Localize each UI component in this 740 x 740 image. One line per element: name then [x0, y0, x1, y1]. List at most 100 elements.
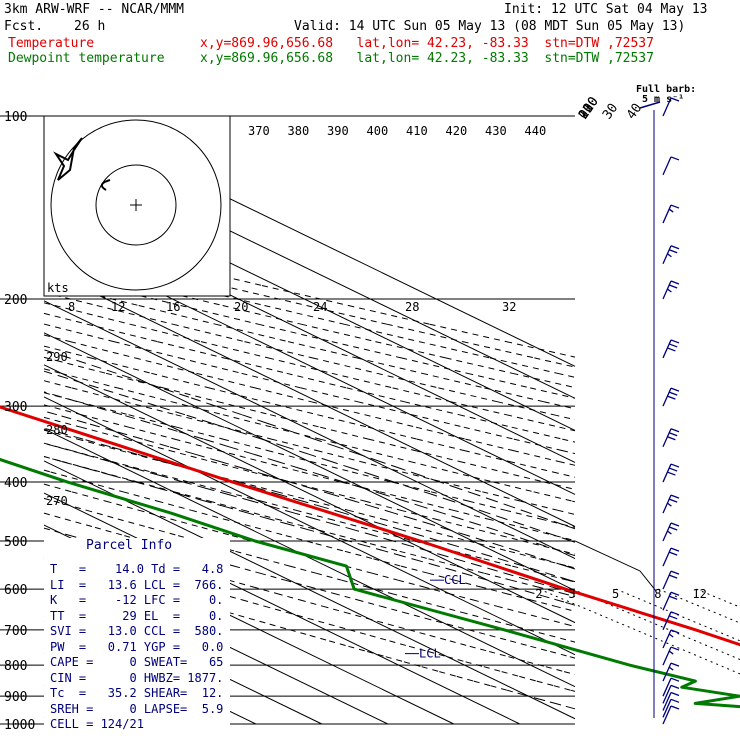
barb-flag [668, 615, 678, 620]
parcel-info-panel: Parcel Info T = 14.0 Td = 4.8 LI = 13.6 … [44, 538, 230, 738]
dry-adiabat [43, 368, 576, 503]
dry-adiabat [43, 416, 576, 555]
barb-flag [667, 288, 672, 293]
hodograph [43, 115, 231, 297]
wind-barb [662, 662, 680, 682]
barb-staff [662, 494, 672, 514]
hodograph-ring-label: 8 [68, 300, 75, 314]
pressure-label: 600 [4, 583, 27, 598]
barb-flag [667, 471, 676, 476]
barb-flag [668, 208, 674, 213]
valid-time: Valid: 14 UTC Sun 05 May 13 (08 MDT Sun … [294, 19, 686, 34]
dry-adiabat [43, 456, 576, 597]
mixing-ratio-lines [539, 588, 740, 675]
hodograph-ring-label: 16 [166, 300, 180, 314]
temperature-legend: Temperature [8, 36, 95, 51]
parcel-row: LI = 13.6 LCL = 766. [50, 577, 224, 592]
dewpoint-location: x,y=869.96,656.68 lat,lon= 42.23, -83.33… [200, 51, 654, 66]
barb-staff [662, 547, 672, 567]
theta-label: 390 [327, 124, 349, 138]
barb-flag [670, 245, 680, 250]
dry-adiabat [43, 302, 576, 432]
wind-barb [662, 677, 680, 697]
dry-adiabat [43, 380, 576, 515]
wind-barb [662, 204, 680, 224]
barb-flag [670, 463, 680, 468]
wind-barb [662, 339, 680, 359]
theta-label: 370 [248, 124, 270, 138]
barb-staff [662, 646, 672, 666]
moist-adiabat [43, 456, 576, 606]
hodograph-ring-label: 28 [405, 300, 419, 314]
theta-label: 380 [288, 124, 310, 138]
barb-flag [668, 574, 678, 579]
barb-flag [668, 467, 678, 472]
mixing-ratio-label: 8 [654, 587, 661, 601]
barb-flag [668, 343, 678, 348]
wind-barb [662, 547, 680, 567]
isotherm-line [43, 364, 576, 624]
barb-flag [670, 428, 680, 433]
parcel-info-title: Parcel Info [86, 538, 173, 553]
barb-flag [670, 698, 680, 703]
barb-flag [667, 530, 672, 535]
barb-staff [662, 611, 672, 631]
isotherm-line [43, 300, 576, 559]
marker-label-ccl: CCL [444, 573, 466, 587]
barb-flag [670, 570, 680, 575]
dry-adiabat [43, 497, 576, 643]
barb-flag [670, 591, 680, 596]
barb-flag [670, 339, 680, 344]
theta-label: 430 [485, 124, 507, 138]
forecast-hours: 26 h [74, 19, 106, 34]
marker-label-lcl: LCL [419, 647, 441, 661]
wind-barb [662, 97, 680, 117]
dry-adiabat [43, 334, 576, 466]
theta-label: 440 [525, 124, 547, 138]
barb-flag [667, 436, 676, 441]
init-time: Init: 12 UTC Sat 04 May 13 [504, 2, 708, 17]
theta-label: 400 [367, 124, 389, 138]
mixing-ratio-line [615, 588, 740, 642]
dewpoint-trace [0, 457, 740, 709]
barb-flag [670, 646, 680, 651]
moist-adiabat [43, 391, 576, 557]
forecast-label: Fcst. [4, 19, 44, 34]
wind-barb [662, 387, 680, 407]
barb-staff [662, 699, 672, 718]
parcel-row: PW = 0.71 YGP = 0.0 [50, 639, 224, 654]
barb-staff [662, 662, 672, 682]
wind-barb [662, 522, 680, 542]
parcel-row: SVI = 13.0 CCL = 580. [50, 624, 224, 638]
barb-flag [668, 633, 674, 638]
dry-adiabat [43, 392, 576, 528]
temperature-trace [0, 405, 740, 647]
dry-adiabat-label: 270 [46, 494, 68, 508]
pressure-label: 900 [4, 690, 27, 705]
dry-adiabat [43, 429, 576, 569]
wind-barb [662, 691, 680, 711]
barb-flag [670, 204, 680, 209]
barb-staff [662, 339, 672, 359]
hodograph-ring [50, 119, 222, 291]
barb-staff [662, 522, 672, 542]
barb-staff [662, 463, 672, 483]
temperature-location: x,y=869.96,656.68 lat,lon= 42.23, -83.33… [200, 36, 654, 51]
wind-barb [662, 156, 680, 176]
theta-label: 420 [446, 124, 468, 138]
barb-staff [662, 705, 672, 725]
model-title: 3km ARW-WRF -- NCAR/MMM [4, 2, 185, 17]
barb-flag [668, 284, 678, 289]
theta-label: 410 [406, 124, 428, 138]
barb-staff [662, 97, 672, 117]
sounding-traces [0, 405, 740, 709]
mixing-ratio-line [658, 588, 740, 624]
parcel-row: CELL = 124/21 [50, 717, 144, 731]
parcel-row: Tc = 35.2 SHEAR= 12. [50, 686, 224, 700]
isotherm-line [43, 460, 576, 720]
barb-staff [662, 591, 672, 611]
moist-adiabat [43, 410, 576, 570]
mixing-ratio-label: 2 [535, 587, 542, 601]
wind-barb [662, 591, 680, 611]
pressure-label: 200 [4, 293, 27, 308]
